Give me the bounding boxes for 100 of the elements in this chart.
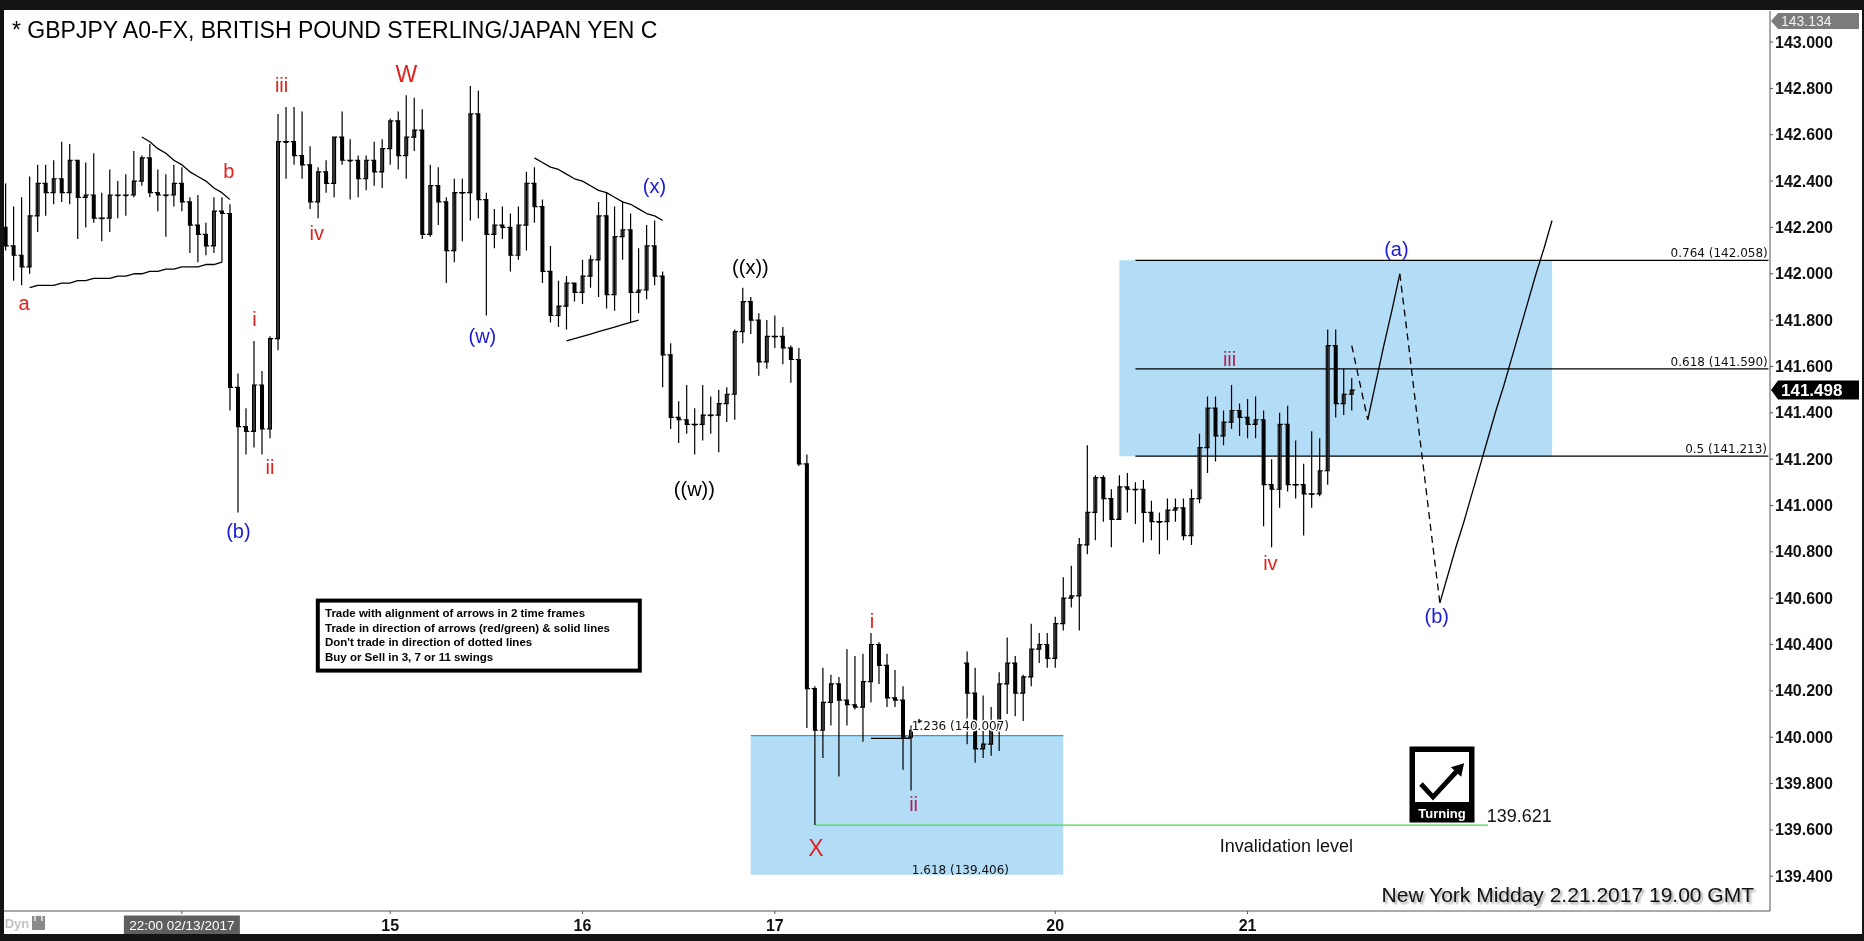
candlestick [1043,632,1052,669]
candlestick [202,222,210,256]
candlestick [138,154,146,187]
candlestick [282,106,290,180]
annotation: (w) [468,325,497,348]
y-tick-label: 141.000 [1775,496,1833,514]
candlestick [835,676,843,778]
candlestick [330,136,338,198]
candlestick [162,173,170,238]
candlestick [779,326,787,365]
candlestick [1051,616,1060,669]
y-tick-label: 140.600 [1775,589,1833,607]
candlestick [346,138,354,201]
candlestick [97,192,106,242]
candlestick [827,674,835,727]
candlestick [746,296,755,335]
annotation: iii [274,73,289,96]
annotation: (b) [1424,605,1450,627]
annotation: ii [909,793,919,816]
candlestick [370,141,378,187]
candlestick [266,335,274,439]
candlestick [418,108,427,240]
annotation: W [395,61,418,88]
annotation: b [223,159,235,182]
candlestick [242,407,250,456]
annotation: ii [265,456,275,479]
candlestick [722,386,731,423]
candlestick [394,110,403,171]
candlestick [875,641,883,685]
annotation: Invalidation level [1219,835,1353,856]
candlestick [891,669,899,708]
candlestick [354,154,362,198]
y-tick-label: 140.400 [1775,636,1833,654]
text: 141.498 [1781,380,1843,400]
y-tick-label: 142.000 [1775,265,1833,283]
x-tick-label: 20 [1046,916,1065,934]
y-tick-label: 139.800 [1775,775,1833,793]
candlestick [378,138,386,189]
y-tick-label: 140.800 [1775,543,1833,561]
candlestick [402,94,411,180]
annotation: (a) [1384,238,1409,260]
candlestick [226,203,234,412]
annotation: 0.764 (142.058) [1670,246,1768,261]
candlestick [170,164,178,208]
annotation: i [252,307,257,330]
text: 143.134 [1781,13,1832,29]
y-tick-label: 142.800 [1775,79,1833,97]
candlestick [811,685,819,826]
candlestick [210,196,218,254]
chart-title: * GBPJPY A0-FX, BRITISH POUND STERLING/JAPAN YEN C [12,17,658,43]
candlestick [386,117,395,166]
candlestick [1011,655,1019,717]
annotation: Don't trade in direction of dotted lines [325,636,533,649]
x-tick-label: 21 [1238,916,1257,934]
candlestick [322,159,330,194]
candlestick [426,164,435,238]
annotation: Turning [1418,805,1466,821]
annotation: Trade with alignment of arrows in 2 time frames [325,606,586,619]
annotation: X [808,834,824,861]
annotation: 1.618 (139.406) [911,862,1009,877]
candlestick [105,168,114,233]
candlestick [1019,674,1028,722]
candlestick [698,384,707,442]
x-tick-label: 16 [573,916,592,934]
candlestick [714,389,723,453]
y-tick-label: 140.200 [1775,682,1833,700]
candlestick [338,110,346,166]
annotation: iv [309,222,325,245]
candlestick [738,287,747,344]
candlestick [1059,576,1068,632]
annotation: Trade in direction of arrows (red/green) & solid lines [325,621,611,634]
annotation: a [18,291,31,314]
candlestick [274,113,282,351]
candlestick [883,653,891,708]
annotation: Buy or Sell in 3, 7 or 11 swings [325,651,494,663]
annotation: iii [1222,348,1237,370]
candlestick [755,312,763,377]
y-tick-label: 140.000 [1775,728,1833,746]
candlestick [362,154,370,191]
annotation: iv [1263,552,1278,575]
candlestick [1027,623,1036,687]
candlestick [113,180,122,219]
candlestick [706,395,715,435]
candlestick [81,161,90,229]
candlestick [771,314,779,349]
annotation: 0.618 (141.590) [1670,354,1768,369]
candlestick [795,347,803,467]
candlestick [843,648,851,727]
candlestick [867,632,875,704]
candlestick [851,655,859,710]
annotation: 139.621 [1486,806,1552,826]
candlestick [234,372,242,514]
candlestick [89,152,98,224]
candlestick [410,97,419,152]
y-tick-label: 141.400 [1775,404,1833,422]
candlestick [859,653,867,743]
candlestick [121,173,130,217]
candlestick [146,143,154,198]
y-tick-label: 139.600 [1775,821,1833,839]
x-tick-label: 15 [381,916,400,934]
